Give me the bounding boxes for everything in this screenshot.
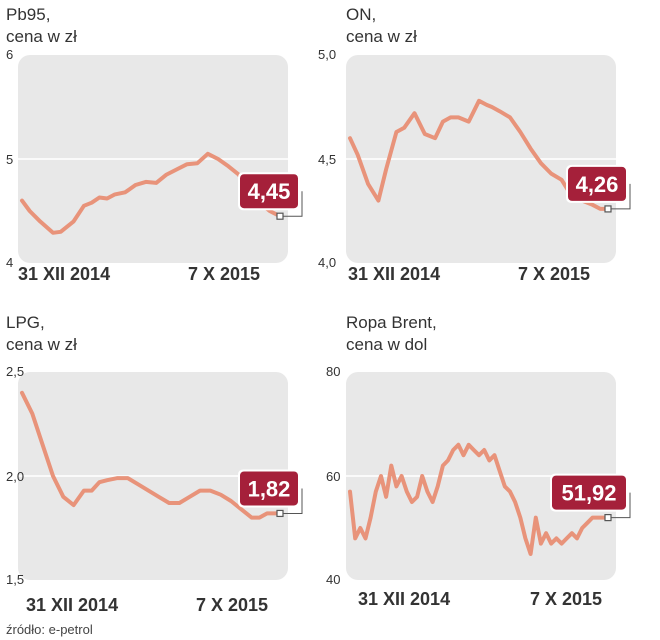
badge-leader-0 — [283, 191, 303, 217]
value-badge-label-0: 4,45 — [248, 179, 291, 204]
badge-leader-2 — [283, 488, 303, 514]
series-line-2 — [20, 390, 282, 520]
y-tick-label-2-0: 2,5 — [6, 364, 24, 379]
x-tick-label-3-1: 7 X 2015 — [530, 589, 602, 609]
x-tick-label-2-0: 31 XII 2014 — [26, 595, 118, 615]
chart-title-3: Ropa Brent, — [346, 313, 437, 332]
value-badge-label-1: 4,26 — [576, 172, 619, 197]
value-badge-label-2: 1,82 — [248, 476, 291, 501]
end-marker-1 — [604, 205, 612, 213]
chart-subtitle-2: cena w zł — [6, 335, 77, 354]
end-marker-0 — [276, 212, 284, 220]
y-tick-label-3-1: 60 — [326, 469, 340, 484]
value-badge-2 — [240, 471, 298, 506]
value-badge-1 — [568, 166, 626, 201]
series-line-3 — [348, 442, 610, 556]
y-tick-label-3-2: 40 — [326, 572, 340, 587]
y-tick-label-0-1: 5 — [6, 152, 13, 167]
chart-subtitle-1: cena w zł — [346, 27, 417, 46]
chart-subtitle-0: cena w zł — [6, 27, 77, 46]
y-tick-label-1-1: 4,5 — [318, 152, 336, 167]
y-tick-label-0-2: 4 — [6, 255, 13, 270]
y-tick-label-1-0: 5,0 — [318, 47, 336, 62]
chart-title-1: ON, — [346, 5, 376, 24]
badge-leader-3 — [611, 492, 631, 519]
y-tick-label-2-2: 1,5 — [6, 572, 24, 587]
end-marker-2 — [276, 509, 284, 518]
x-tick-label-2-1: 7 X 2015 — [196, 595, 268, 615]
series-line-1 — [348, 98, 610, 211]
source-note: źródło: e-petrol — [6, 622, 93, 637]
y-tick-label-1-2: 4,0 — [318, 255, 336, 270]
badge-leader-1 — [611, 183, 631, 210]
chart-title-0: Pb95, — [6, 5, 50, 24]
value-badge-3 — [552, 475, 626, 510]
series-line-0 — [20, 151, 282, 235]
x-tick-label-0-0: 31 XII 2014 — [18, 264, 110, 284]
chart-title-2: LPG, — [6, 313, 45, 332]
y-tick-label-2-1: 2,0 — [6, 469, 24, 484]
y-tick-label-0-0: 6 — [6, 47, 13, 62]
y-tick-label-3-0: 80 — [326, 364, 340, 379]
x-tick-label-3-0: 31 XII 2014 — [358, 589, 450, 609]
x-tick-label-1-0: 31 XII 2014 — [348, 264, 440, 284]
value-badge-0 — [240, 174, 298, 209]
end-marker-3 — [604, 513, 612, 522]
x-tick-label-0-1: 7 X 2015 — [188, 264, 260, 284]
chart-subtitle-3: cena w dol — [346, 335, 427, 354]
value-badge-label-3: 51,92 — [561, 481, 616, 506]
x-tick-label-1-1: 7 X 2015 — [518, 264, 590, 284]
